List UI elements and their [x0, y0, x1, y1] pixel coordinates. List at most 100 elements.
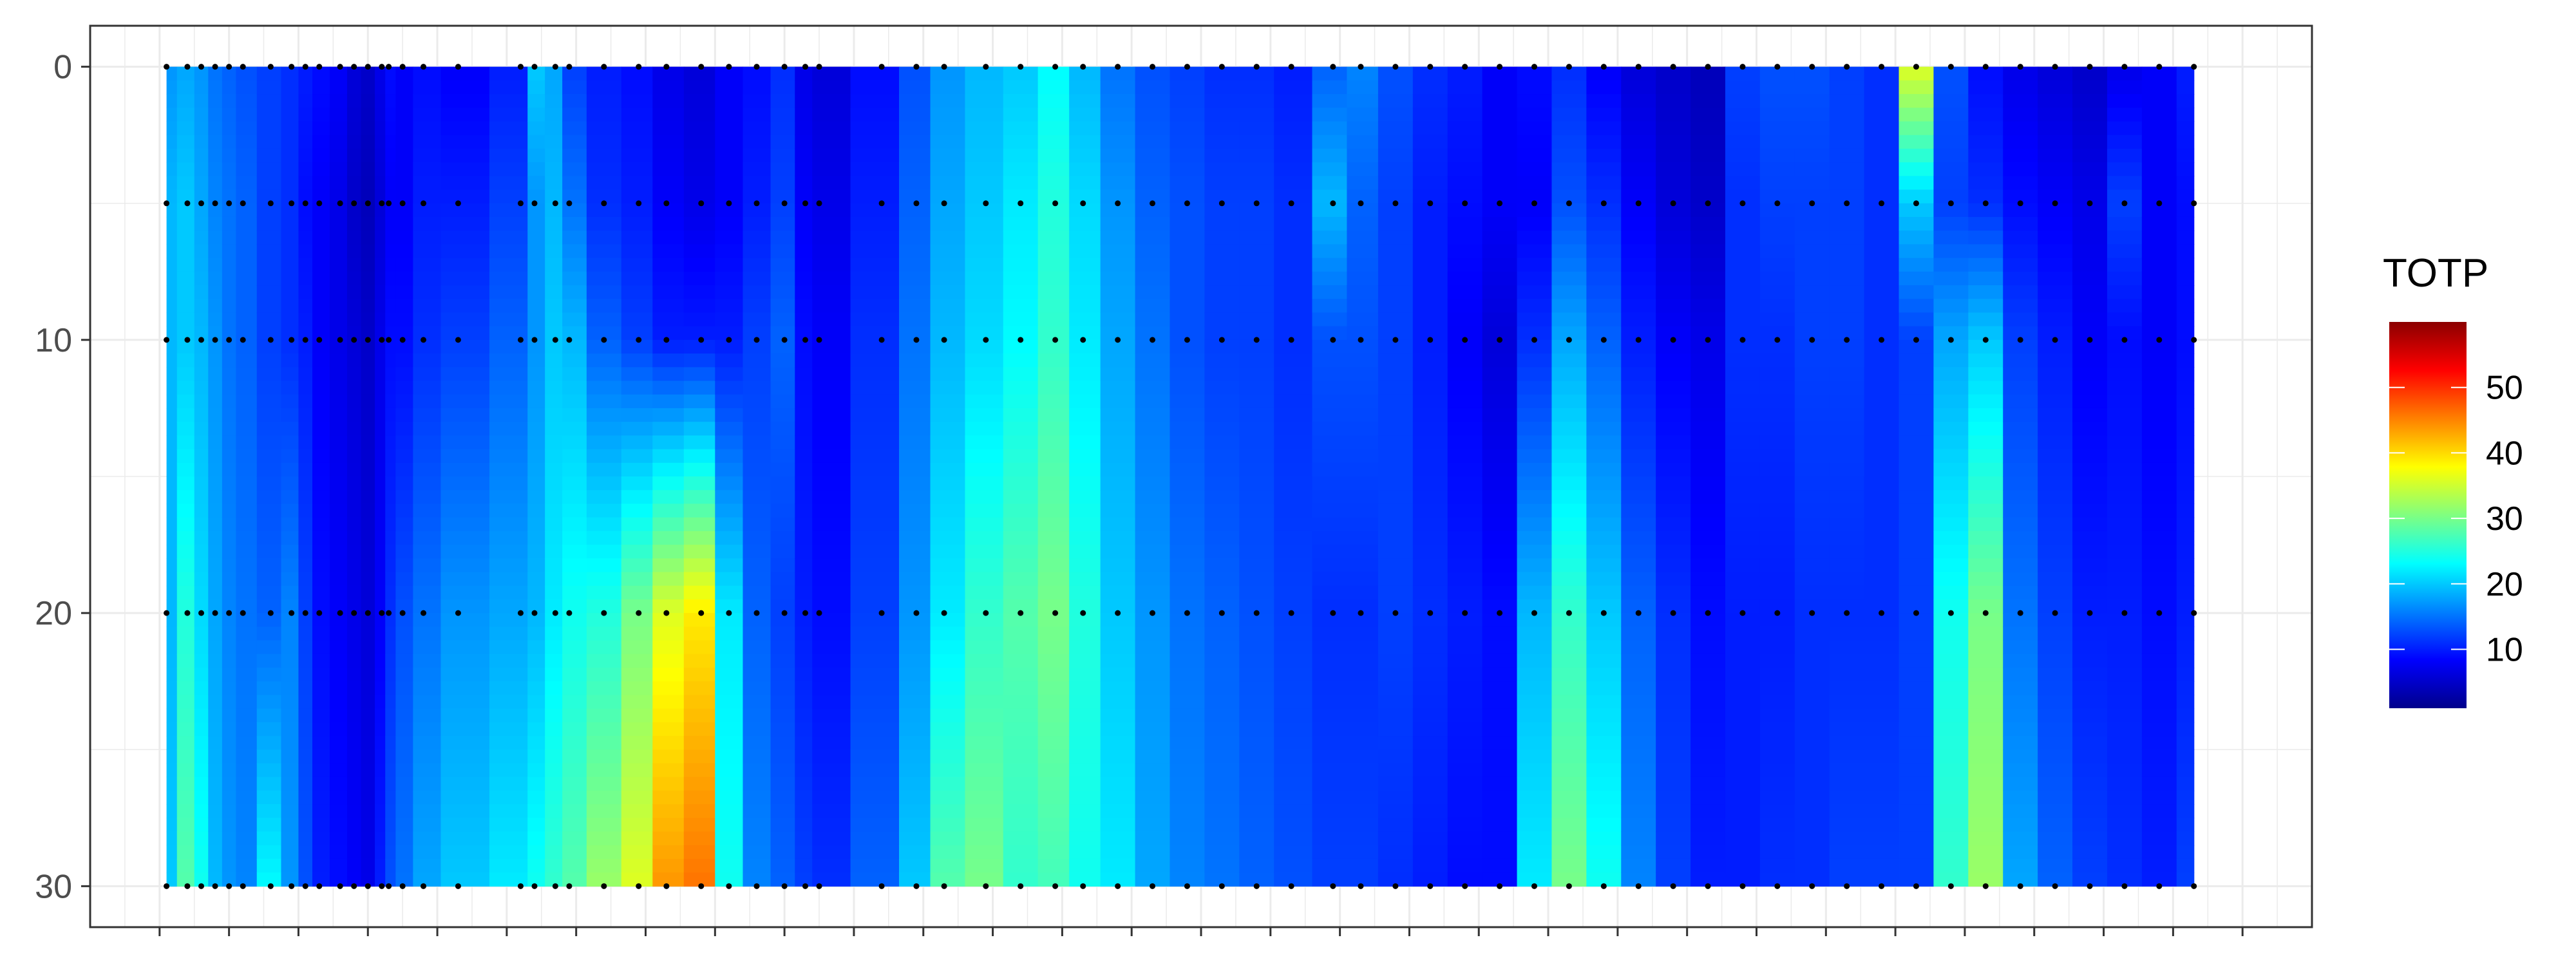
heatmap-cell: [545, 244, 563, 258]
heatmap-cell: [1448, 859, 1483, 873]
heatmap-cell: [1448, 709, 1483, 723]
heatmap-cell: [1204, 149, 1240, 163]
heatmap-cell: [1347, 845, 1378, 860]
heatmap-cell: [899, 626, 931, 641]
heatmap-cell: [385, 299, 396, 313]
heatmap-cell: [1968, 641, 2003, 655]
heatmap-cell: [743, 272, 771, 286]
heatmap-cell: [347, 395, 361, 409]
heatmap-cell: [1517, 367, 1553, 381]
heatmap-cell: [1069, 722, 1101, 737]
heatmap-cell: [743, 668, 771, 682]
heatmap-cell: [715, 641, 743, 655]
heatmap-cell: [208, 367, 222, 381]
heatmap-cell: [1135, 736, 1171, 750]
heatmap-cell: [743, 736, 771, 750]
heatmap-cell: [1586, 558, 1622, 572]
heatmap-cell: [562, 258, 587, 272]
heatmap-cell: [1347, 94, 1378, 108]
heatmap-cell: [177, 80, 195, 95]
heatmap-cell: [1517, 449, 1553, 464]
heatmap-cell: [1170, 531, 1205, 545]
heatmap-cell: [587, 463, 622, 477]
heatmap-cell: [194, 777, 209, 791]
sample-point: [1879, 200, 1884, 206]
heatmap-cell: [1239, 558, 1274, 572]
heatmap-cell: [1204, 108, 1240, 122]
sample-point: [601, 64, 607, 70]
heatmap-cell: [1101, 736, 1136, 750]
heatmap-cell: [1003, 668, 1039, 682]
heatmap-cell: [545, 626, 563, 641]
heatmap-cell: [440, 654, 489, 668]
sample-point: [1330, 337, 1336, 343]
heatmap-cell: [489, 463, 528, 477]
heatmap-cell: [1038, 217, 1070, 231]
heatmap-cell: [771, 832, 795, 846]
heatmap-cell: [1899, 108, 1935, 122]
heatmap-cell: [440, 367, 489, 381]
heatmap-cell: [1170, 763, 1205, 777]
heatmap-cell: [1069, 94, 1101, 108]
heatmap-cell: [1003, 449, 1039, 464]
heatmap-cell: [385, 230, 396, 245]
heatmap-cell: [621, 531, 653, 545]
heatmap-cell: [1933, 258, 1969, 272]
heatmap-cell: [1586, 80, 1622, 95]
heatmap-cell: [527, 736, 545, 750]
heatmap-cell: [771, 791, 795, 805]
heatmap-cell: [1170, 777, 1205, 791]
heatmap-cell: [652, 435, 684, 449]
heatmap-cell: [1413, 818, 1448, 832]
heatmap-cell: [1795, 503, 1830, 518]
heatmap-cell: [312, 641, 330, 655]
heatmap-cell: [1586, 449, 1622, 464]
sample-point: [198, 883, 204, 889]
heatmap-cell: [1069, 695, 1101, 709]
heatmap-cell: [1795, 258, 1830, 272]
heatmap-cell: [1482, 709, 1518, 723]
heatmap-cell: [1656, 395, 1691, 409]
sample-point: [663, 337, 669, 343]
heatmap-cell: [177, 258, 195, 272]
sample-point: [365, 200, 371, 206]
heatmap-cell: [347, 381, 361, 395]
heatmap-cell: [413, 545, 441, 559]
heatmap-cell: [1621, 749, 1656, 764]
heatmap-cell: [527, 463, 545, 477]
heatmap-cell: [1621, 722, 1656, 737]
heatmap-cell: [413, 681, 441, 695]
heatmap-cell: [1968, 121, 2003, 135]
heatmap-cell: [527, 408, 545, 422]
heatmap-cell: [2038, 736, 2073, 750]
heatmap-cell: [1347, 832, 1378, 846]
heatmap-cell: [1413, 80, 1448, 95]
heatmap-cell: [361, 859, 375, 873]
heatmap-cell: [1517, 545, 1553, 559]
heatmap-cell: [2107, 709, 2143, 723]
heatmap-cell: [771, 503, 795, 518]
heatmap-cell: [1656, 777, 1691, 791]
heatmap-cell: [2003, 654, 2038, 668]
heatmap-cell: [965, 558, 1003, 572]
heatmap-cell: [1795, 749, 1830, 764]
heatmap-cell: [2107, 804, 2143, 818]
heatmap-cell: [851, 859, 900, 873]
heatmap-cell: [2107, 763, 2143, 777]
sample-point: [1184, 883, 1190, 889]
heatmap-cell: [684, 490, 715, 504]
heatmap-cell: [375, 108, 386, 122]
heatmap-cell: [2072, 654, 2108, 668]
heatmap-cell: [562, 449, 587, 464]
heatmap-cell: [1170, 367, 1205, 381]
heatmap-cell: [1204, 244, 1240, 258]
heatmap-cell: [413, 422, 441, 436]
heatmap-cell: [1274, 108, 1312, 122]
sample-point: [2191, 610, 2197, 616]
heatmap-cell: [236, 149, 257, 163]
heatmap-cell: [1239, 162, 1274, 176]
heatmap-cell: [1135, 381, 1171, 395]
sample-point: [400, 200, 406, 206]
sample-point: [942, 337, 947, 343]
heatmap-cell: [715, 777, 743, 791]
